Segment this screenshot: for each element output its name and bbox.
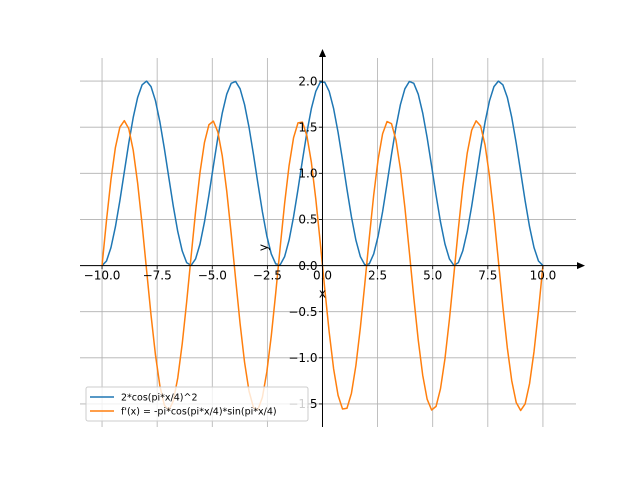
x-tick-label: 2.5 <box>368 269 387 283</box>
y-tick-label: −0.5 <box>288 305 317 319</box>
tick-marks <box>101 80 544 405</box>
x-tick-label: −7.5 <box>143 269 172 283</box>
y-tick-label: −1.0 <box>288 351 317 365</box>
y-tick-label: 0.0 <box>298 259 317 273</box>
axes <box>80 49 585 427</box>
x-tick-label: 0.0 <box>313 269 332 283</box>
y-axis-arrow-icon <box>318 49 326 57</box>
y-tick-label: 1.0 <box>298 167 317 181</box>
legend-label-series-1: 2*cos(pi*x/4)^2 <box>121 393 197 404</box>
grid <box>80 58 576 427</box>
x-axis-label: x <box>319 287 326 301</box>
x-axis-arrow-icon <box>577 262 585 270</box>
y-tick-label: 0.5 <box>298 213 317 227</box>
y-axis-label: y <box>256 244 270 251</box>
x-tick-label: −2.5 <box>253 269 282 283</box>
y-tick-label: 1.5 <box>298 120 317 134</box>
x-tick-label: 5.0 <box>423 269 442 283</box>
legend: 2*cos(pi*x/4)^2 f'(x) = -pi*cos(pi*x/4)*… <box>85 386 309 422</box>
x-tick-label: −10.0 <box>84 269 121 283</box>
legend-box <box>85 386 309 422</box>
x-tick-label: 7.5 <box>478 269 497 283</box>
x-tick-label: 10.0 <box>530 269 557 283</box>
y-tick-label: 2.0 <box>298 74 317 88</box>
x-tick-label: −5.0 <box>198 269 227 283</box>
legend-label-series-2: f'(x) = -pi*cos(pi*x/4)*sin(pi*x/4) <box>121 407 277 418</box>
